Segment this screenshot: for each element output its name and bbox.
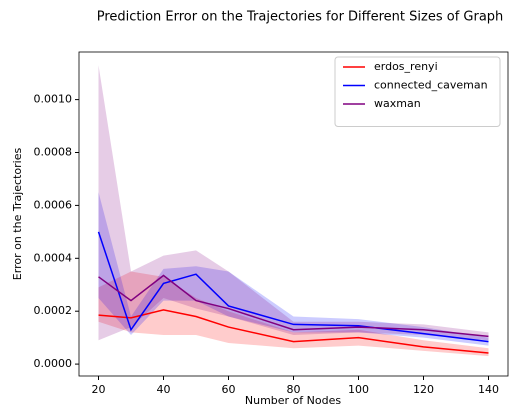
- y-tick-label: 0.0004: [34, 251, 73, 264]
- error-band: [98, 192, 489, 346]
- error-band: [98, 65, 489, 341]
- legend-label: connected_caveman: [374, 79, 488, 92]
- x-tick-label: 20: [92, 383, 106, 396]
- line: [97, 231, 489, 343]
- plot-frame: [78, 51, 509, 377]
- y-tick-label: 0.0006: [34, 198, 73, 211]
- x-tick-label: 60: [222, 383, 236, 396]
- x-tick-label: 100: [348, 383, 369, 396]
- chart-title: Prediction Error on the Trajectories for…: [97, 10, 504, 25]
- y-tick-label: 0.0002: [34, 304, 73, 317]
- y-axis-label: Error on the Trajectories: [11, 148, 24, 281]
- error-band: [98, 271, 489, 357]
- x-tick-label: 40: [157, 383, 171, 396]
- legend-label: waxman: [374, 97, 421, 110]
- legend-label: erdos_renyi: [374, 60, 438, 73]
- y-tick-label: 0.0008: [34, 146, 73, 159]
- x-tick-label: 120: [413, 383, 434, 396]
- x-tick-label: 80: [287, 383, 301, 396]
- y-tick-label: 0.0000: [34, 357, 73, 370]
- y-tick-label: 0.0010: [34, 93, 73, 106]
- x-axis-label: Number of Nodes: [245, 394, 341, 407]
- line: [98, 274, 489, 338]
- legend-box: [334, 56, 501, 127]
- x-tick-label: 140: [478, 383, 499, 396]
